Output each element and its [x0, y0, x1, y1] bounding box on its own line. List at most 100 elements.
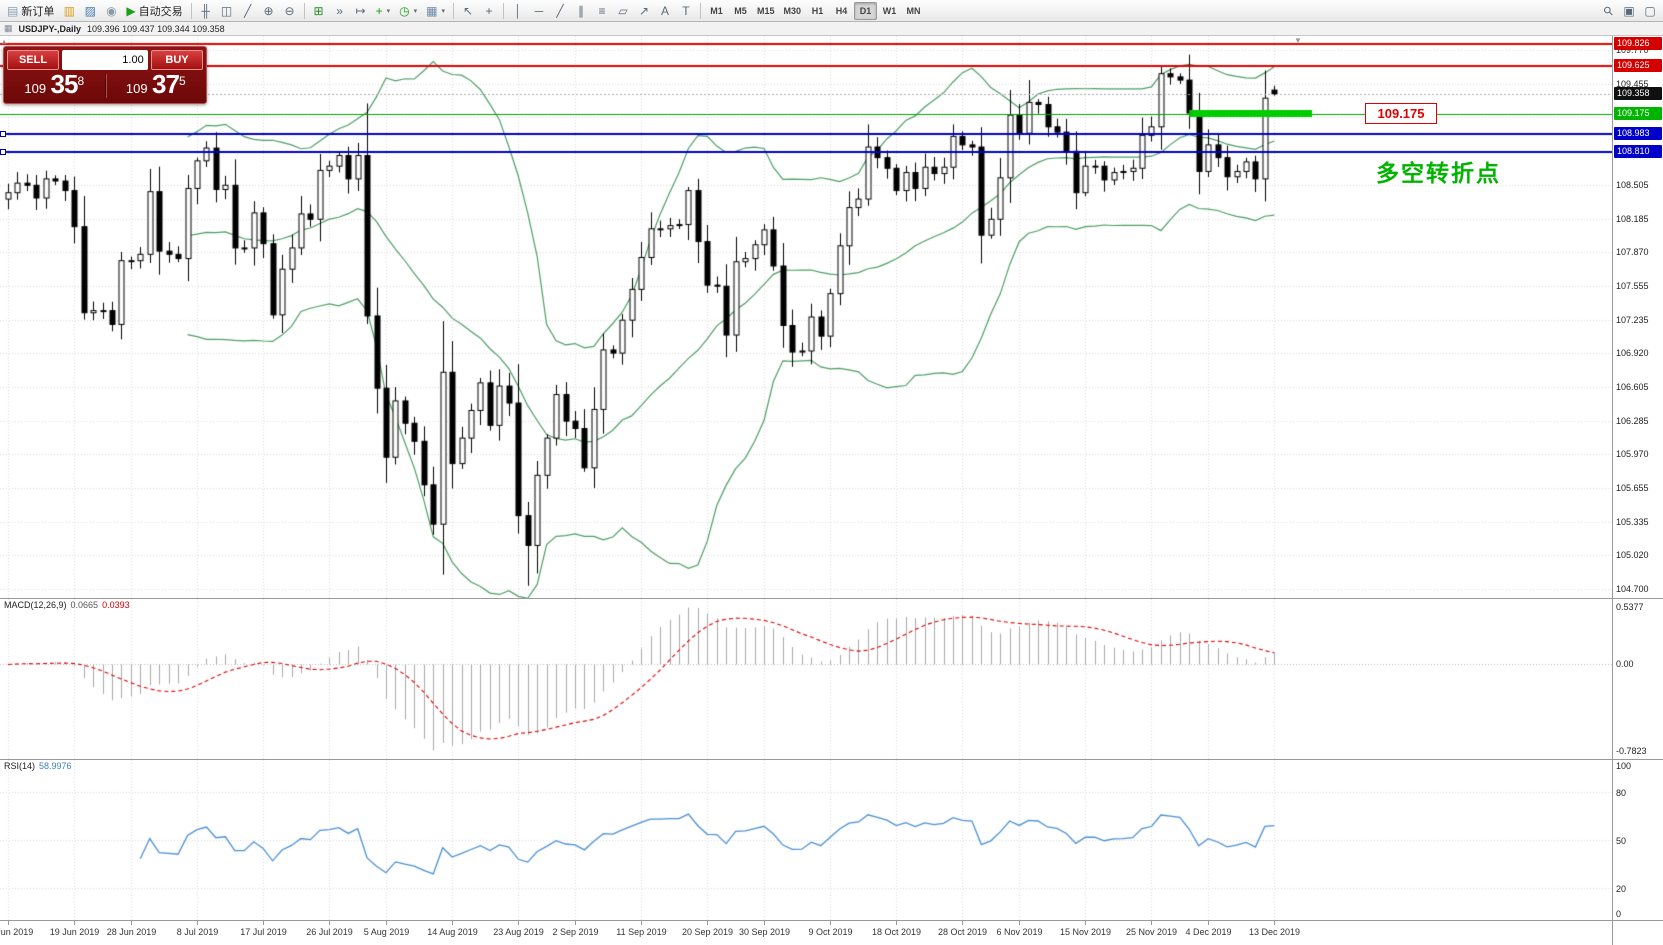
price-badge-109.175: 109.175: [1614, 106, 1662, 120]
time-tick-mark: [962, 921, 963, 925]
time-tick-mark: [131, 921, 132, 925]
shapes-icon[interactable]: ▱: [618, 3, 628, 18]
chart-shift-icon[interactable]: ↦: [355, 3, 366, 18]
candlestick-chart-icon[interactable]: ◫: [220, 3, 233, 18]
chart-shift-marker-icon: ▼: [1294, 36, 1302, 45]
rsi-name: RSI(14): [4, 761, 36, 771]
time-tick-mark: [1274, 921, 1275, 925]
price-tick-107.235: 107.235: [1616, 314, 1649, 325]
price-tick-109.455: 109.455: [1616, 78, 1649, 89]
date-label: 30 Sep 2019: [738, 927, 791, 937]
hline-handle-108983[interactable]: [0, 130, 6, 137]
sell-button[interactable]: SELL: [7, 50, 59, 70]
price-tick-106.605: 106.605: [1616, 381, 1649, 392]
timeframe-h4-button[interactable]: H4: [835, 5, 848, 16]
market-depth-icon[interactable]: ▥: [63, 3, 76, 18]
macd-pane-splitter[interactable]: [0, 598, 1663, 599]
time-axis: 10 Jun 2019 19 Jun 2019 28 Jun 2019 8 Jul 2…: [0, 921, 1663, 945]
buy-price[interactable]: 109 375: [106, 69, 207, 104]
volume-input[interactable]: [62, 50, 148, 70]
indicators-button[interactable]: + ▾: [375, 3, 391, 18]
rsi-tick-100: 100: [1616, 761, 1632, 771]
chart-title-bar: ▦ USDJPY-,Daily 109.396 109.437 109.344 …: [0, 22, 1663, 36]
time-tick-mark: [1085, 921, 1086, 925]
date-label: 4 Dec 2019: [1185, 927, 1232, 937]
text-icon[interactable]: A: [660, 3, 669, 18]
macd-pane-canvas[interactable]: [0, 599, 1612, 759]
timeframe-mn-button[interactable]: MN: [906, 5, 921, 16]
price-tick-106.285: 106.285: [1616, 415, 1649, 426]
timeframe-h1-button[interactable]: H1: [811, 5, 824, 16]
one-click-collapse-icon[interactable]: ▴: [2, 37, 7, 46]
time-tick-mark: [329, 921, 330, 925]
rsi-indicator-label: RSI(14) 58.9976: [4, 761, 72, 771]
rsi-pane-canvas[interactable]: [0, 760, 1612, 920]
buy-price-sup: 5: [178, 73, 186, 88]
price-badge-108.810: 108.810: [1614, 145, 1662, 159]
macd-main-value: 0.0665: [70, 600, 99, 610]
zoom-out-icon[interactable]: ⊖: [284, 3, 295, 18]
date-label: 6 Nov 2019: [996, 927, 1043, 937]
price-tick-104.700: 104.700: [1616, 583, 1649, 594]
date-label: 11 Sep 2019: [616, 927, 667, 937]
volume-field[interactable]: ▴ ▾: [62, 50, 148, 70]
hline-handle-108810[interactable]: [0, 149, 6, 156]
timeframe-w1-button[interactable]: W1: [882, 5, 897, 16]
vertical-line-icon[interactable]: │: [514, 3, 522, 18]
cursor-icon[interactable]: ↖: [462, 3, 473, 18]
date-label: 8 Jul 2019: [176, 927, 219, 937]
time-tick-mark: [896, 921, 897, 925]
time-tick-mark: [452, 921, 453, 925]
autotrade-button[interactable]: ▶ 自动交易: [126, 3, 183, 18]
text-label-icon[interactable]: T: [682, 3, 690, 18]
horizontal-line-icon[interactable]: ─: [534, 3, 544, 18]
community-icon[interactable]: ▢: [1644, 3, 1656, 18]
data-folder-icon[interactable]: ▨: [84, 3, 97, 18]
price-axis: 0.5377 0.00 -0.7823 109.770 109.455 108.50…: [1612, 36, 1663, 945]
sell-price[interactable]: 109 358: [4, 69, 105, 104]
timeframe-m30-button[interactable]: M30: [783, 5, 801, 16]
search-icon[interactable]: ⚲: [1599, 2, 1617, 19]
date-label: 23 Aug 2019: [493, 927, 544, 937]
sell-price-sup: 8: [77, 73, 85, 88]
fibonacci-icon[interactable]: ≡: [598, 3, 606, 18]
date-label: 28 Oct 2019: [937, 927, 988, 937]
turning-point-annotation[interactable]: 多空转折点: [1376, 160, 1501, 186]
buy-button[interactable]: BUY: [151, 50, 203, 70]
rsi-pane-splitter[interactable]: [0, 759, 1663, 760]
line-chart-icon[interactable]: ╱: [243, 3, 252, 18]
templates-button[interactable]: ▦ ▾: [426, 3, 445, 18]
new-order-button[interactable]: ▤ 新订单: [7, 3, 55, 18]
date-label: 25 Nov 2019: [1125, 927, 1178, 937]
buy-price-pr efix: 109: [125, 80, 148, 96]
price-level-label[interactable]: 109.175: [1365, 102, 1437, 124]
macd-axis-zero: 0.00: [1616, 659, 1634, 670]
crosshair-icon[interactable]: +: [485, 3, 493, 18]
time-tick-mark: [1151, 921, 1152, 925]
toolbar-separator: [303, 2, 305, 19]
rsi-tick-20: 20: [1616, 884, 1627, 894]
rsi-tick-0: 0: [1616, 909, 1622, 919]
periods-button[interactable]: ◷ ▾: [399, 3, 418, 18]
timeframe-m5-button[interactable]: M5: [734, 5, 747, 16]
price-tick-105.020: 105.020: [1616, 549, 1649, 560]
tile-windows-icon[interactable]: ⊞: [313, 3, 324, 18]
main-chart-canvas[interactable]: [0, 36, 1612, 598]
time-tick-mark: [830, 921, 831, 925]
time-tick-mark: [1208, 921, 1209, 925]
auto-scroll-icon[interactable]: »: [336, 3, 343, 18]
toolbar: ▤ 新订单 ▥ ▨ ◉ ▶ 自动交易 ╫ ◫ ╱ ⊕ ⊖ ⊞ » ↦ + ▾ ◷ ▾ ▦ ▾ ↖ + │ ─ ╱ ∥ ≡ ▱ ↗ A T M1 M…: [0, 0, 1663, 22]
channel-icon[interactable]: ∥: [577, 3, 584, 18]
time-tick-mark: [764, 921, 765, 925]
macd-axis-min: -0.7823: [1616, 746, 1647, 756]
chat-icon[interactable]: ▣: [1623, 3, 1635, 18]
expert-advisor-icon[interactable]: ◉: [106, 3, 117, 18]
bar-chart-icon[interactable]: ╫: [201, 3, 210, 18]
zoom-in-icon[interactable]: ⊕: [263, 3, 274, 18]
timeframe-m15-button[interactable]: M15: [756, 5, 775, 16]
timeframe-m1-button[interactable]: M1: [710, 5, 723, 16]
arrow-tools-icon[interactable]: ↗: [638, 3, 649, 18]
trendline-icon[interactable]: ╱: [556, 3, 564, 18]
timeframe-d1-button[interactable]: D1: [854, 1, 877, 20]
price-badge-109.826: 109.826: [1614, 37, 1662, 51]
